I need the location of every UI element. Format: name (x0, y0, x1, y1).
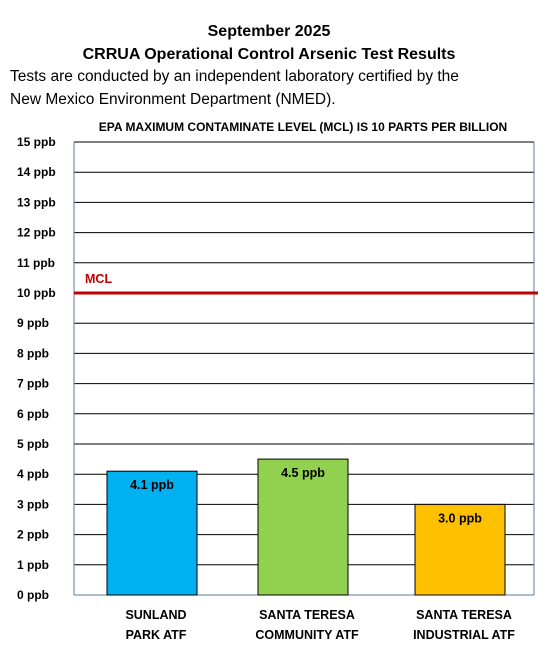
y-tick-label: 4 ppb (17, 467, 49, 481)
y-tick-label: 10 ppb (17, 286, 56, 300)
y-tick-label: 6 ppb (17, 407, 49, 421)
bar (414, 503, 506, 596)
y-tick-label: 1 ppb (17, 558, 49, 572)
y-tick-label: 0 ppb (17, 588, 49, 602)
x-category-label: SUNLAND (125, 608, 186, 622)
y-tick-label: 5 ppb (17, 437, 49, 451)
y-tick-label: 14 ppb (17, 165, 56, 179)
description-line-1: Tests are conducted by an independent la… (10, 68, 459, 85)
y-tick-label: 12 ppb (17, 226, 56, 240)
x-category-label: COMMUNITY ATF (255, 628, 359, 642)
description-line-2: New Mexico Environment Department (NMED)… (10, 91, 336, 107)
y-tick-label: 2 ppb (17, 528, 49, 542)
y-tick-label: 13 ppb (17, 195, 56, 209)
x-category-label: INDUSTRIAL ATF (413, 628, 515, 642)
plot-title: EPA MAXIMUM CONTAMINATE LEVEL (MCL) IS 1… (99, 120, 507, 134)
y-tick-label: 8 ppb (17, 346, 49, 360)
y-tick-label: 11 ppb (17, 256, 55, 270)
bar (257, 458, 349, 596)
y-tick-label: 9 ppb (17, 316, 49, 330)
x-category-label: SANTA TERESA (259, 608, 355, 622)
x-category-label: PARK ATF (126, 628, 187, 642)
bar (106, 470, 198, 596)
bar-value-label: 4.5 ppb (281, 466, 325, 480)
mcl-label: MCL (85, 272, 112, 286)
bar-value-label: 4.1 ppb (130, 478, 174, 492)
y-tick-label: 7 ppb (17, 377, 49, 391)
chart-title-main: CRRUA Operational Control Arsenic Test R… (82, 46, 456, 63)
x-category-label: SANTA TERESA (416, 608, 512, 622)
y-tick-label: 15 ppb (17, 135, 56, 149)
bar-value-label: 3.0 ppb (438, 511, 482, 525)
chart-title-month: September 2025 (207, 23, 331, 40)
y-tick-label: 3 ppb (17, 497, 49, 511)
